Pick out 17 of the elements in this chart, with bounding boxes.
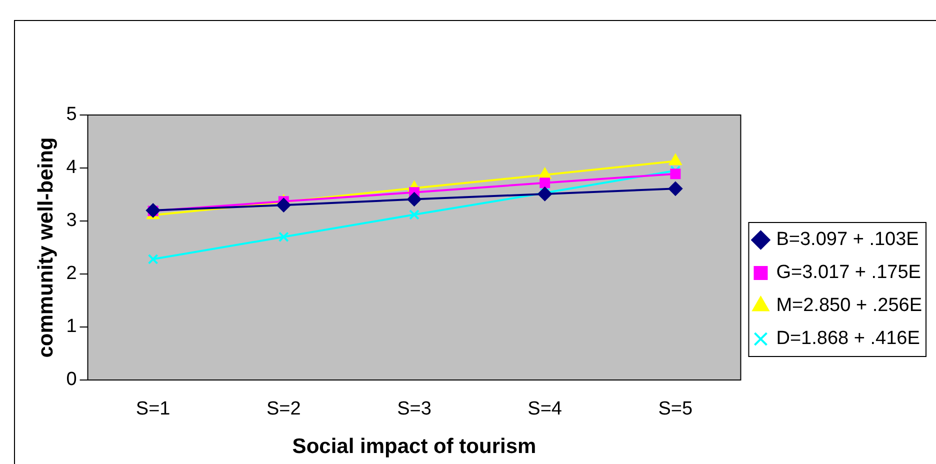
legend-label: G=3.017 + .175E xyxy=(776,262,921,284)
y-tick-label: 2 xyxy=(66,263,77,284)
y-tick-label: 5 xyxy=(66,104,77,126)
x-tick-label: S=3 xyxy=(397,398,432,420)
y-tick-label: 3 xyxy=(66,210,77,232)
x-tick-label: S=5 xyxy=(658,398,693,420)
y-tick-label: 0 xyxy=(66,369,77,390)
x-tick-label: S=4 xyxy=(528,398,562,420)
y-axis-title: community well-being xyxy=(34,137,58,358)
legend-label: D=1.868 + .416E xyxy=(776,328,920,350)
x-tick-label: S=1 xyxy=(136,398,170,420)
x-axis-title: Social impact of tourism xyxy=(292,435,536,458)
y-tick-label: 1 xyxy=(66,316,77,338)
legend-label: M=2.850 + .256E xyxy=(776,295,922,316)
y-tick-label: 4 xyxy=(66,157,78,178)
legend-label: B=3.097 + .103E xyxy=(776,229,919,250)
x-tick-label: S=2 xyxy=(266,398,301,420)
